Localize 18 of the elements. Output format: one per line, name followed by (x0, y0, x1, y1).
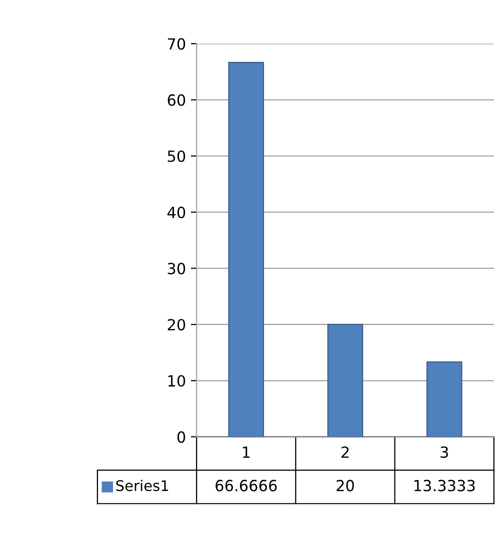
y-tick-label: 40 (167, 206, 186, 218)
x-tick-label: 3 (440, 446, 448, 458)
y-tick-label: 0 (177, 431, 186, 443)
y-tick-label: 50 (168, 150, 186, 162)
y-tick-label: 30 (168, 262, 186, 274)
y-tick-label: 10 (168, 375, 186, 387)
data-label: 66.6666 (216, 480, 277, 492)
y-tick-label: 20 (168, 318, 186, 330)
bar (426, 361, 462, 437)
data-label: 13.3333 (414, 480, 475, 492)
data-label: 20 (336, 480, 354, 492)
bar (327, 324, 364, 437)
y-tick-label: 70 (168, 38, 186, 50)
x-tick-label: 1 (242, 446, 250, 458)
y-tick-label: 60 (168, 94, 186, 106)
legend-label: Series1 (116, 480, 168, 492)
x-tick-label: 2 (342, 446, 349, 458)
bar (228, 62, 264, 437)
